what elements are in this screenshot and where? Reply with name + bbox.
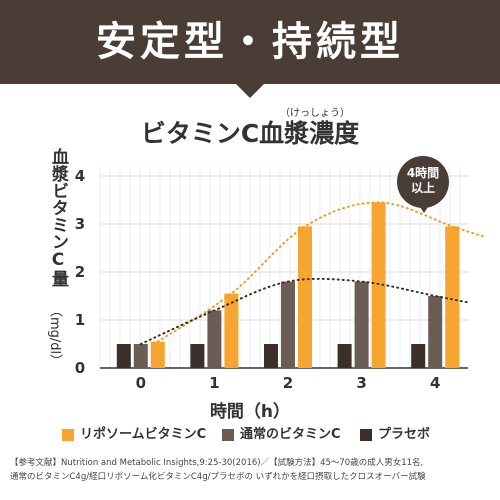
x-axis-label: 時間（h） bbox=[209, 402, 291, 422]
banner-title: 安定型・持続型 bbox=[96, 19, 404, 65]
trend-line-liposome bbox=[156, 201, 487, 343]
footnote: 【参考文献】Nutrition and Metabolic Insights,9… bbox=[10, 456, 492, 484]
bar-liposome bbox=[150, 341, 165, 368]
badge-pointer bbox=[418, 204, 430, 213]
bar-liposome bbox=[224, 293, 239, 368]
bar-regular bbox=[281, 281, 295, 368]
x-tick-label: 2 bbox=[283, 374, 293, 392]
y-tick-label: 1 bbox=[75, 311, 85, 329]
bar-placebo bbox=[190, 344, 205, 368]
header-banner bbox=[0, 0, 500, 84]
badge-line-2: 以上 bbox=[410, 181, 435, 195]
bar-regular bbox=[354, 281, 369, 368]
bar-liposome bbox=[445, 226, 460, 368]
bar-placebo bbox=[116, 344, 131, 368]
chart-title-ruby: （けっしょう） bbox=[280, 108, 350, 119]
legend: リポソームビタミンC 通常のビタミンC プラセボ bbox=[0, 424, 500, 446]
x-tick-label: 3 bbox=[356, 374, 366, 392]
y-tick-label: 4 bbox=[75, 167, 85, 185]
bar-regular bbox=[133, 344, 148, 368]
legend-item-liposome: リポソームビタミンC bbox=[62, 424, 222, 446]
bar-placebo bbox=[337, 344, 352, 368]
bar-placebo bbox=[264, 344, 278, 368]
legend-swatch-placebo bbox=[360, 429, 372, 441]
y-tick-label: 0 bbox=[75, 359, 85, 377]
footnote-line-1: 【参考文献】Nutrition and Metabolic Insights,9… bbox=[10, 458, 424, 468]
duration-badge: 4時間 以上 bbox=[397, 156, 449, 208]
y-tick-label: 3 bbox=[75, 215, 85, 233]
x-tick-label: 4 bbox=[430, 374, 440, 392]
legend-label-regular: 通常のビタミンC bbox=[240, 427, 341, 442]
y-tick-label: 2 bbox=[75, 263, 85, 281]
x-tick-label: 1 bbox=[209, 374, 219, 392]
trend-line-regular bbox=[139, 277, 470, 345]
legend-item-placebo: プラセボ bbox=[360, 424, 450, 446]
legend-label-placebo: プラセボ bbox=[378, 427, 431, 442]
chart-title: ビタミンC血漿濃度 bbox=[140, 119, 360, 148]
bar-liposome bbox=[371, 202, 386, 368]
banner-pointer bbox=[236, 84, 264, 98]
badge-line-1: 4時間 bbox=[406, 166, 440, 180]
y-axis-label: 血漿ビタミンC量 bbox=[48, 148, 68, 287]
legend-swatch-regular bbox=[222, 429, 234, 441]
legend-item-regular: 通常のビタミンC bbox=[222, 424, 352, 446]
legend-swatch-liposome bbox=[62, 429, 74, 441]
bar-liposome bbox=[298, 226, 312, 368]
bar-regular bbox=[428, 296, 443, 368]
legend-label-liposome: リポソームビタミンC bbox=[80, 427, 207, 442]
bar-regular bbox=[207, 310, 222, 368]
footnote-line-2: 通常のビタミンC4g/経口リポソーム化ビタミンC4g/プラセボの いずれかを経口… bbox=[10, 472, 426, 482]
bar-placebo bbox=[411, 344, 426, 368]
y-axis-unit: （mg/dl） bbox=[47, 304, 62, 368]
x-tick-label: 0 bbox=[136, 374, 146, 392]
